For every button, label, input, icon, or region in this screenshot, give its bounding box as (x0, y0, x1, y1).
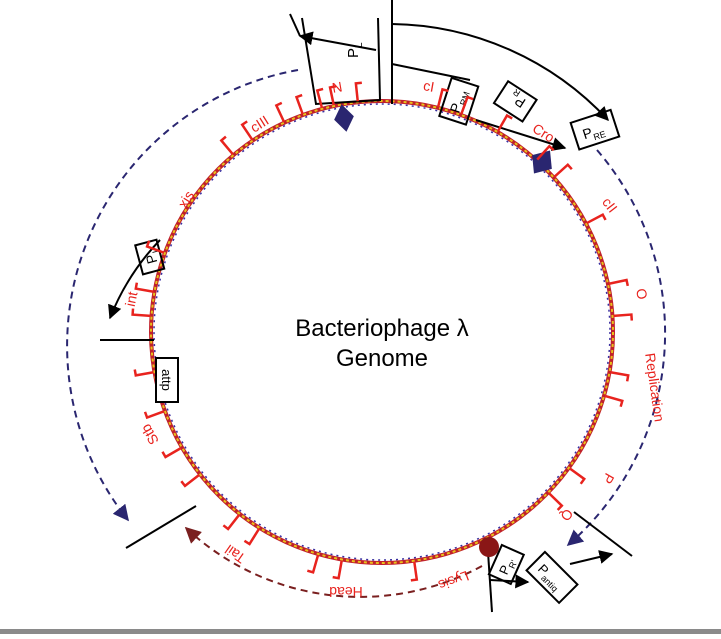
gene-head-label: Head (329, 584, 362, 600)
gene-boundary-tick (548, 492, 564, 511)
gene-boundary-tick (240, 120, 254, 141)
promoter-prm-box: PRM (438, 76, 480, 126)
gene-boundary-tick (332, 560, 343, 580)
gene-boundary-tick (294, 93, 304, 115)
gene-boundary-tick (496, 113, 513, 132)
prm-arrow (391, 63, 471, 81)
gene-boundary-tick (410, 561, 419, 582)
pi-arrow (108, 239, 161, 320)
gene-boundary-tick (586, 212, 607, 225)
promoter-prm-label: PRM (447, 88, 472, 116)
gene-boundary-tick (568, 467, 586, 485)
gene-boundary-tick (460, 95, 474, 115)
gene-boundary-tick (315, 87, 324, 109)
gene-cro-label: Cro (530, 120, 558, 146)
gene-cii-label: cII (599, 194, 621, 215)
gene-boundary-tick (143, 410, 165, 420)
diagram-title-line1: Bacteriophage λ (295, 315, 468, 342)
diagram-title-line2: Genome (336, 345, 428, 372)
pre-arrow (391, 23, 609, 122)
pr2-dot-marker (479, 537, 499, 557)
promoter-pi-box: PI (134, 238, 166, 276)
promoter-pl-label: PL (345, 42, 365, 58)
promoter-pantiq-label: Pantiq (533, 561, 566, 594)
gene-boundary-tick (306, 554, 320, 574)
promoter-pr2-label: PR' (496, 555, 519, 578)
promoter-pr-label: PR (506, 86, 530, 111)
gene-boundary-tick (608, 278, 630, 287)
late-transcript-arc (184, 526, 483, 598)
pr2-arrow (489, 574, 530, 589)
leftward-transcript-arc (66, 69, 299, 522)
gene-boundary-tick (274, 101, 286, 123)
gene-boundary-tick (133, 369, 154, 377)
gene-ci-label: cI (422, 77, 436, 95)
gene-boundary-tick (610, 371, 630, 382)
gene-boundary-tick (436, 87, 449, 108)
cro-diamond-marker (532, 150, 552, 174)
gene-lysis-label: Lysis (436, 568, 471, 594)
promoter-pr2-box: PR' (487, 543, 526, 586)
pr-arrow (475, 119, 567, 151)
gene-o-label: O (633, 287, 651, 301)
gene-tail-label: Tail (222, 542, 248, 567)
bottom-border (0, 629, 721, 634)
attp-site: attp (155, 357, 179, 403)
gene-boundary-tick (354, 81, 362, 102)
rightward-transcript-arc (566, 149, 667, 547)
pl-arrow (298, 31, 377, 51)
promoter-pi-label: PI (142, 249, 163, 265)
genome-ring (149, 99, 615, 565)
promoter-pr-box: PR (492, 79, 539, 123)
gene-boundary-tick (536, 144, 555, 161)
gene-p-label: P (599, 470, 618, 486)
gene-xis-label: xis (174, 188, 197, 211)
attp-label: attp (159, 369, 174, 391)
gene-boundary-tick (134, 282, 154, 293)
gene-boundary-tick (243, 528, 261, 546)
gene-boundary-tick (219, 135, 234, 156)
gene-boundary-tick (161, 446, 182, 459)
n-diamond-marker (334, 104, 354, 132)
gene-boundary-tick (613, 313, 634, 321)
gene-boundary-tick (553, 162, 573, 178)
promoter-pre-box: PRE (569, 108, 621, 151)
gene-boundary-tick (604, 394, 624, 408)
pantiq-arrow (569, 550, 614, 565)
gene-boundary-tick (145, 240, 165, 254)
gene-boundary-ticks (131, 81, 634, 582)
gene-boundary-tick (131, 308, 151, 318)
promoter-pantiq-box: Pantiq (525, 550, 579, 605)
gene-boundary-tick (328, 84, 337, 106)
promoter-ticks (100, 0, 633, 613)
promoter-pl-box: PL (301, 17, 382, 106)
gene-int-label: int (122, 290, 141, 308)
gene-n-label: N (331, 78, 344, 96)
gene-boundary-tick (180, 473, 200, 488)
gene-stb-label: Stb (137, 421, 161, 447)
gene-boundary-tick (222, 514, 241, 531)
